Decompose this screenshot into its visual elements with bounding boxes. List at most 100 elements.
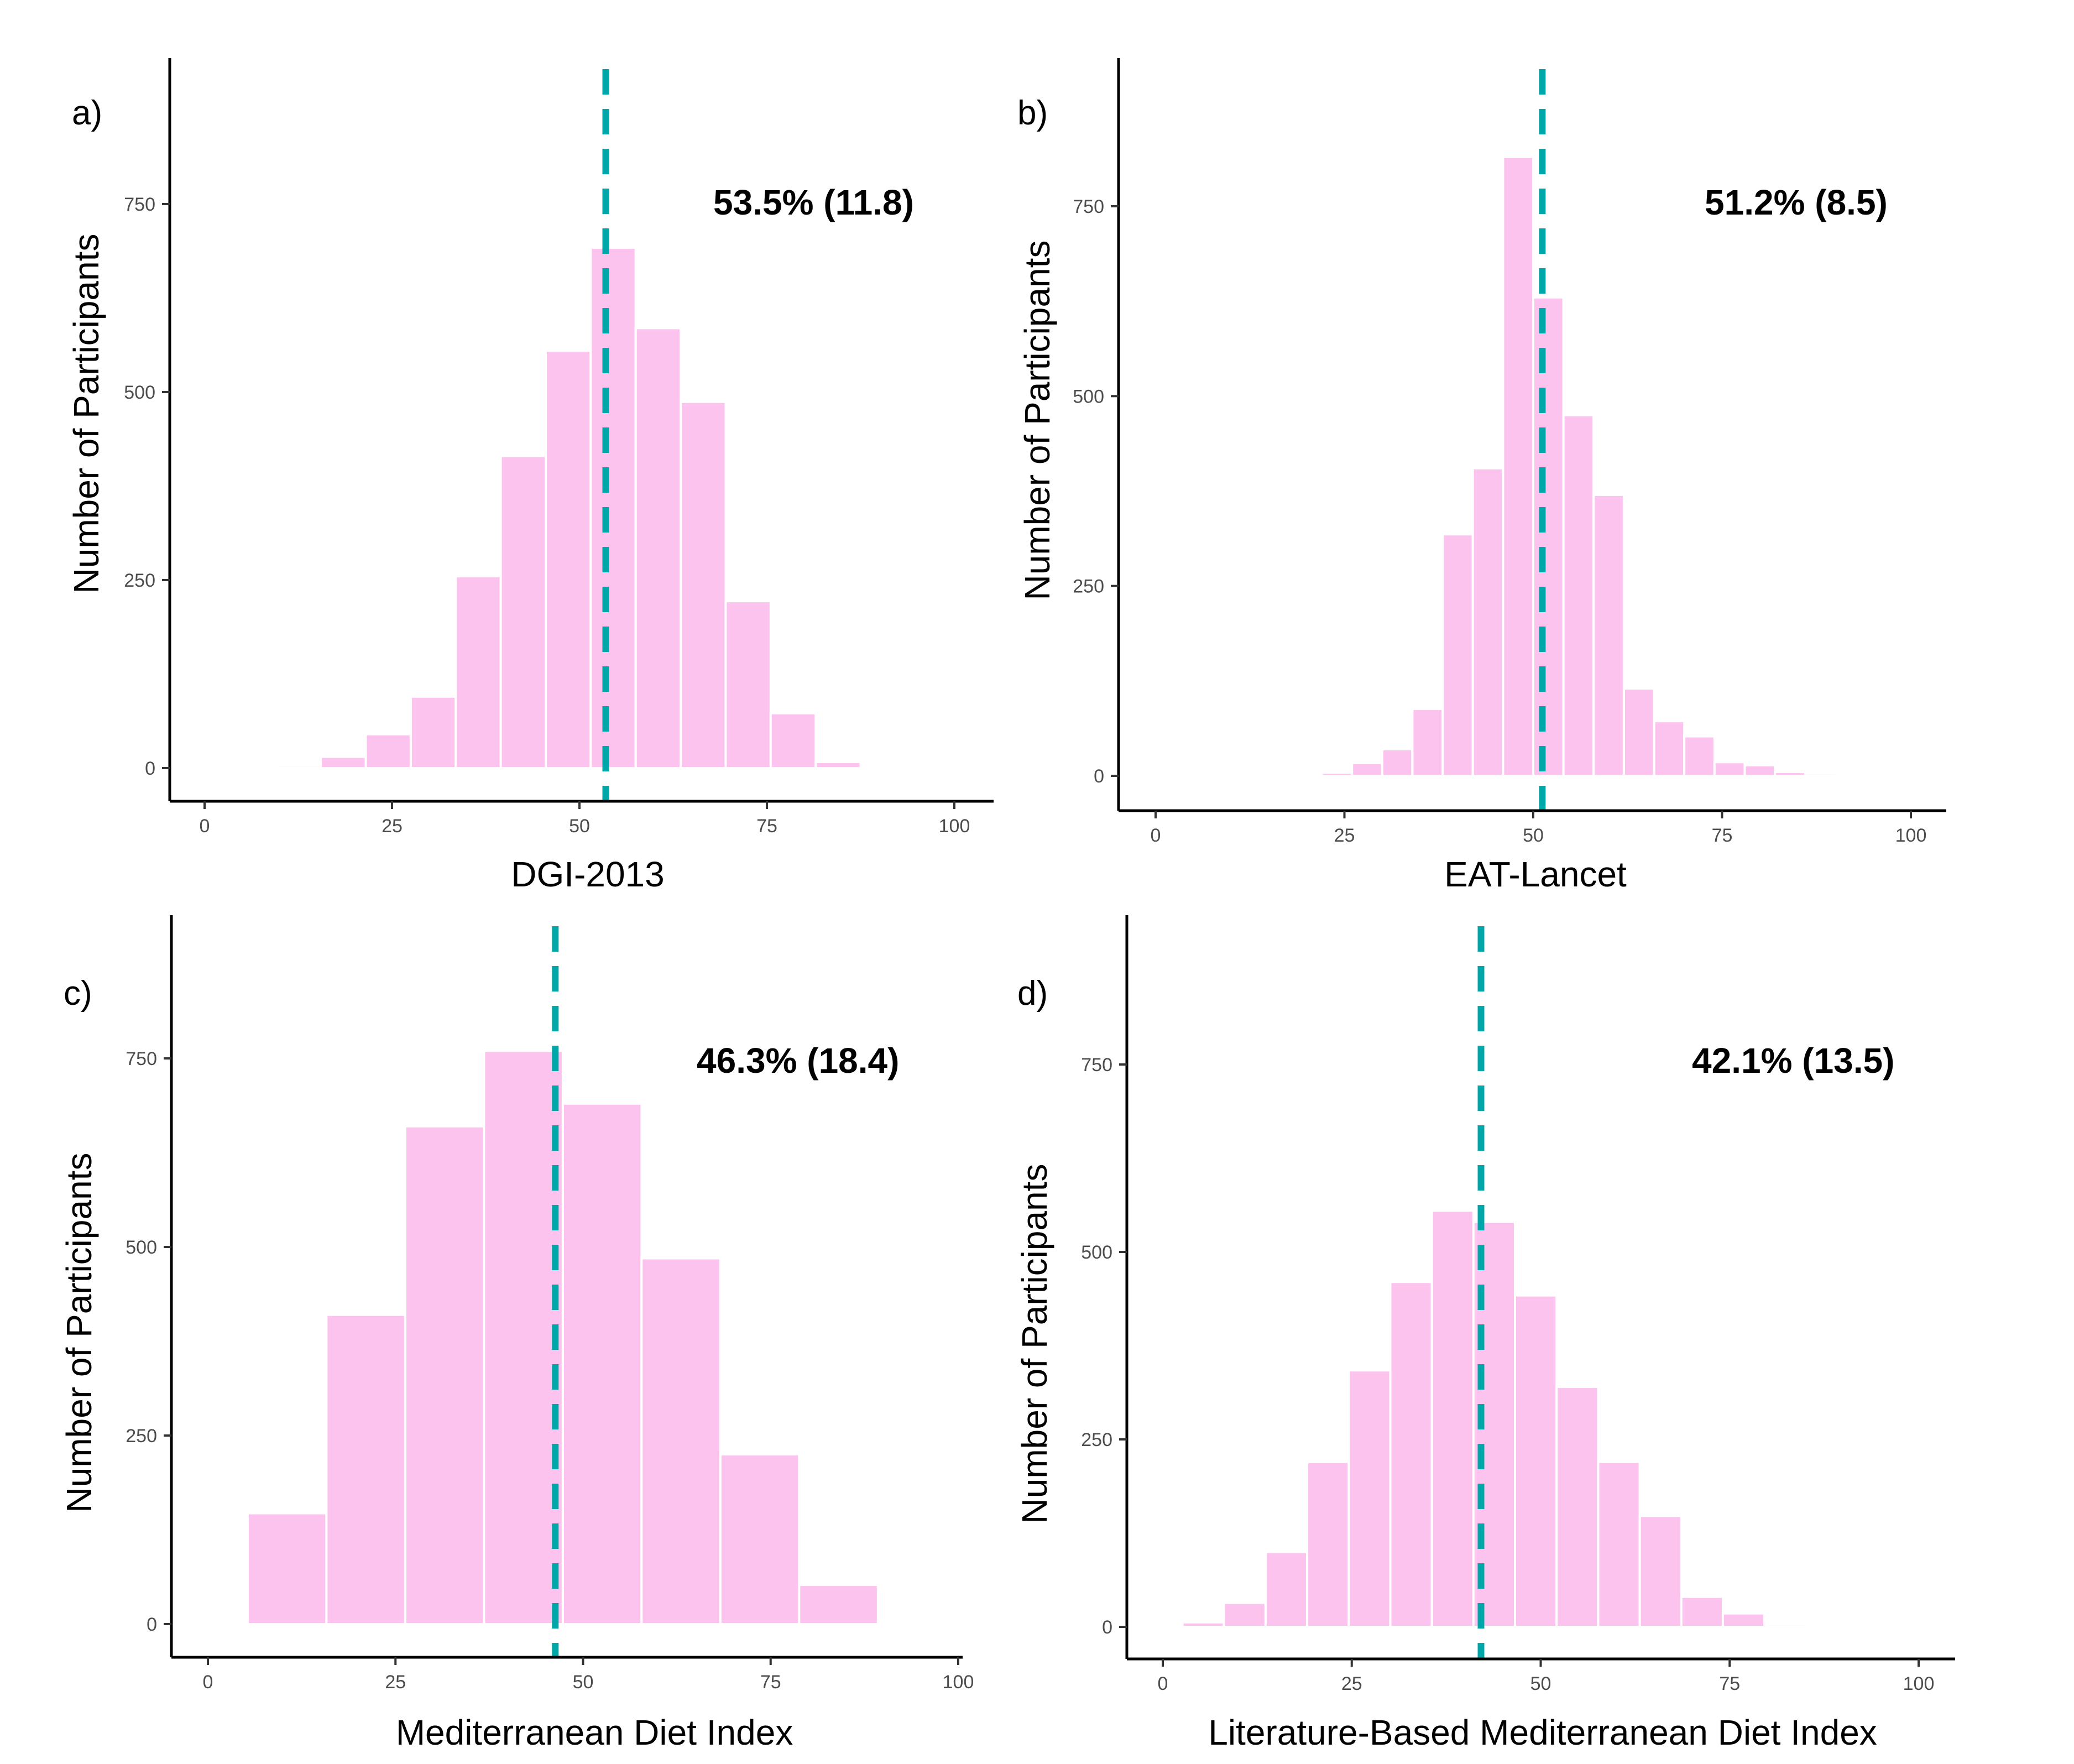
- panel-d-x-tick-label-100: 100: [1903, 1673, 1935, 1694]
- panel-d-x-axis-title: Literature-Based Mediterranean Diet Inde…: [1208, 1713, 1877, 1752]
- panel-a-bar-14: [814, 761, 862, 769]
- panel-a-mean-sd-annotation: 53.5% (11.8): [713, 182, 914, 222]
- panel-b-x-axis-title: EAT-Lancet: [1444, 854, 1627, 894]
- panel-b-bar-24: [1864, 774, 1897, 777]
- panel-a-bar-2: [274, 764, 322, 770]
- panel-d-bar-17: [1846, 1625, 1890, 1628]
- panel-a-x-tick-label-25: 25: [382, 816, 403, 837]
- panel-d-tag: d): [1017, 974, 1048, 1013]
- panel-c-bar-2: [325, 1313, 406, 1626]
- panel-b-mean-sd-annotation: 51.2% (8.5): [1705, 182, 1888, 222]
- panel-d-bar-11: [1597, 1460, 1641, 1628]
- panel-d-y-tick-label-250: 250: [1081, 1429, 1112, 1450]
- panel-a-dgi-2013: a) 53.5% (11.8) Number of Participants D…: [66, 58, 994, 894]
- panel-b-y-axis-title: Number of Participants: [1017, 241, 1057, 601]
- panel-a-bar-7: [499, 455, 547, 769]
- panel-b-x-tick-label-0: 0: [1151, 825, 1161, 846]
- panel-c-mediterranean-diet-index: c) 46.3% (18.4) Number of Participants M…: [59, 915, 974, 1752]
- panel-d-bar-1: [1181, 1621, 1225, 1628]
- panel-a-y-tick-label-750: 750: [124, 194, 155, 215]
- panel-b-bar-12: [1502, 155, 1534, 777]
- panel-d-bar-10: [1555, 1386, 1600, 1629]
- panel-d-bar-7: [1430, 1209, 1475, 1628]
- panel-b-bar-22: [1804, 772, 1837, 777]
- panel-a-tag: a): [72, 94, 102, 132]
- panel-b-bar-5: [1290, 774, 1323, 777]
- panel-a-x-axis-title: DGI-2013: [511, 854, 664, 894]
- panel-b-bar-10: [1441, 533, 1474, 777]
- panel-b-y-tick-label-750: 750: [1073, 196, 1104, 217]
- panel-d-x-tick-label-25: 25: [1341, 1673, 1362, 1694]
- panel-d-bar-4: [1306, 1460, 1350, 1628]
- panel-b-bar-21: [1774, 771, 1806, 777]
- panel-b-bar-6: [1320, 771, 1354, 777]
- panel-c-x-axis-title: Mediterranean Diet Index: [396, 1713, 793, 1752]
- panel-c-axes: 0 25 50 75 100 0 250 500 750: [126, 915, 974, 1693]
- panel-a-bar-8: [545, 349, 592, 769]
- panel-d-bar-16: [1805, 1624, 1849, 1629]
- panel-d-y-axis-title: Number of Participants: [1015, 1164, 1054, 1524]
- panel-b-bar-4: [1260, 774, 1293, 777]
- panel-c-y-tick-label-500: 500: [126, 1237, 157, 1258]
- panel-c-x-tick-label-0: 0: [203, 1672, 213, 1693]
- panel-b-x-tick-label-25: 25: [1334, 825, 1355, 846]
- panel-a-bar-15: [859, 766, 907, 769]
- panel-a-bar-10: [634, 327, 682, 769]
- panel-d-y-tick-label-750: 750: [1081, 1055, 1112, 1076]
- panel-d-bar-14: [1721, 1612, 1766, 1629]
- panel-c-tag: c): [64, 974, 92, 1013]
- panel-a-bar-5: [409, 695, 457, 770]
- panel-b-y-tick-label-500: 500: [1073, 386, 1104, 407]
- panel-c-mean-sd-annotation: 46.3% (18.4): [697, 1041, 899, 1081]
- panel-c-bar-9: [876, 1622, 958, 1625]
- panel-d-bar-13: [1680, 1595, 1725, 1629]
- panel-b-bar-1: [1169, 774, 1202, 777]
- panel-b-y-tick-label-0: 0: [1094, 766, 1104, 787]
- panel-b-bar-19: [1713, 761, 1746, 777]
- panel-a-axes: 0 25 50 75 100 0 250 500 750: [124, 58, 994, 837]
- panel-a-y-tick-label-0: 0: [145, 758, 155, 779]
- panel-b-bar-20: [1743, 764, 1777, 777]
- panel-b-bar-14: [1562, 414, 1595, 777]
- panel-a-bar-11: [680, 400, 727, 769]
- panel-a-y-axis-title: Number of Participants: [66, 234, 106, 594]
- panel-c-bar-7: [719, 1453, 801, 1626]
- panel-d-y-tick-label-500: 500: [1081, 1242, 1112, 1263]
- panel-c-y-axis-title: Number of Participants: [59, 1153, 99, 1513]
- panel-b-bar-15: [1592, 493, 1625, 777]
- panel-d-bars: [1181, 1209, 1890, 1629]
- panel-d-bar-12: [1638, 1515, 1683, 1629]
- panel-d-bar-9: [1514, 1294, 1558, 1629]
- panel-c-x-tick-label-75: 75: [760, 1672, 781, 1693]
- panel-b-bar-23: [1834, 774, 1867, 777]
- panel-c-bar-1: [246, 1512, 328, 1625]
- panel-b-bar-18: [1683, 735, 1716, 777]
- panel-b-x-tick-label-100: 100: [1895, 825, 1927, 846]
- panel-b-bar-7: [1351, 761, 1383, 777]
- panel-a-bar-9: [589, 246, 637, 769]
- panel-c-x-tick-label-25: 25: [385, 1672, 406, 1693]
- panel-d-mean-sd-annotation: 42.1% (13.5): [1692, 1041, 1894, 1081]
- panel-a-bar-13: [769, 712, 817, 769]
- panel-d-bar-2: [1223, 1601, 1267, 1629]
- panel-b-bars: [1169, 155, 1897, 777]
- panel-b-eat-lancet: b) 51.2% (8.5) Number of Participants EA…: [1017, 58, 1946, 894]
- panel-a-x-tick-label-100: 100: [939, 816, 970, 837]
- panel-b-bar-2: [1200, 774, 1232, 777]
- panel-d-x-tick-label-0: 0: [1158, 1673, 1168, 1694]
- panel-c-y-tick-label-750: 750: [126, 1048, 157, 1069]
- panel-a-bar-16: [904, 766, 952, 769]
- panel-d-bar-5: [1347, 1369, 1392, 1628]
- panel-d-x-tick-label-50: 50: [1530, 1673, 1551, 1694]
- panel-d-bar-6: [1389, 1281, 1433, 1628]
- panel-b-bar-9: [1411, 708, 1444, 777]
- panel-c-y-tick-label-0: 0: [147, 1614, 157, 1635]
- panel-c-x-tick-label-100: 100: [943, 1672, 974, 1693]
- panel-b-y-tick-label-250: 250: [1073, 576, 1104, 597]
- panel-c-bar-4: [483, 1050, 564, 1625]
- panel-a-bar-1: [229, 766, 277, 769]
- panel-a-x-tick-label-50: 50: [569, 816, 590, 837]
- panel-c-bar-3: [404, 1125, 485, 1626]
- panel-d-x-tick-label-75: 75: [1719, 1673, 1740, 1694]
